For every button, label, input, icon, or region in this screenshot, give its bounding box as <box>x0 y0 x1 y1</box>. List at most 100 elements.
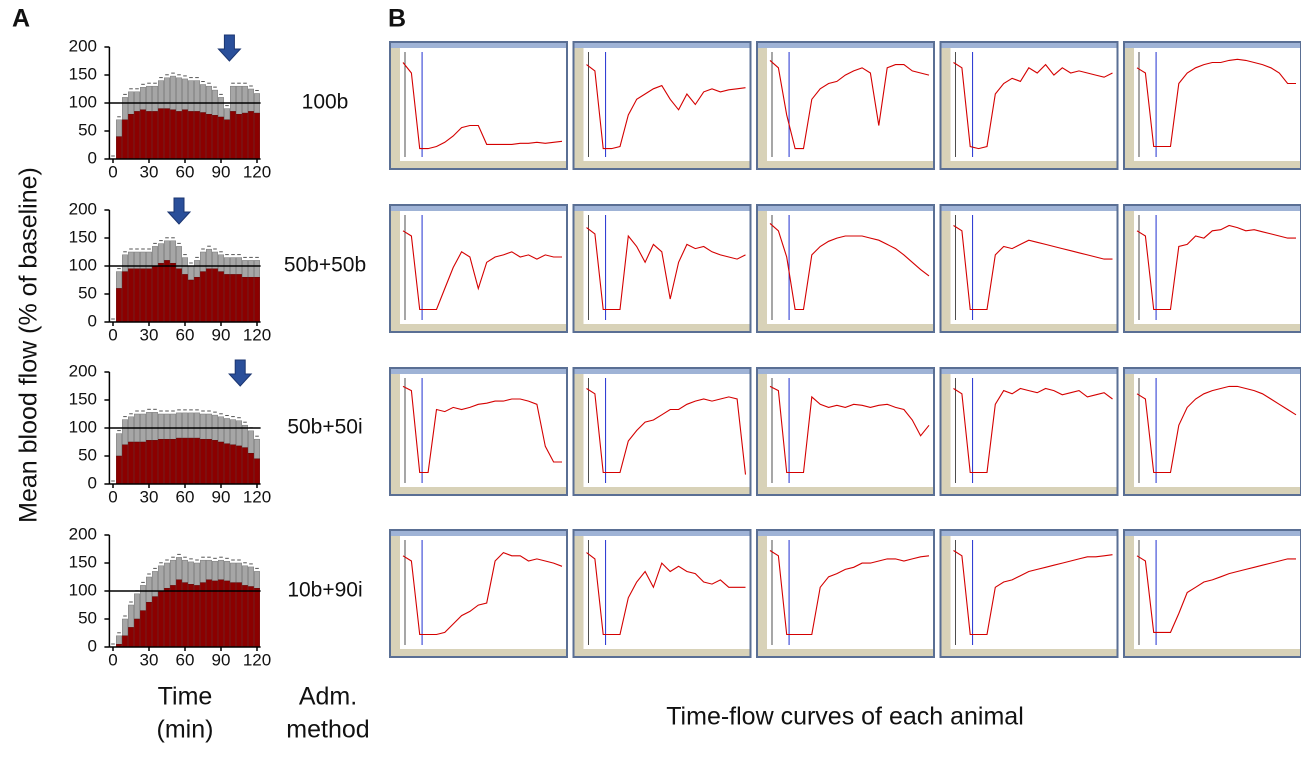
bar <box>212 268 218 323</box>
x-tick-label: 60 <box>176 162 195 181</box>
trace-title: Time-flow curves of each animal <box>666 703 1024 731</box>
error-bar <box>128 416 134 443</box>
thumbnail-header <box>391 206 566 211</box>
trace <box>586 388 747 475</box>
thumbnail-header <box>1125 43 1300 48</box>
bar <box>158 439 164 485</box>
bar <box>176 437 182 485</box>
error-bar <box>236 85 242 115</box>
error-bar <box>116 635 122 645</box>
trace <box>1136 58 1296 148</box>
arrow <box>228 359 253 387</box>
trace <box>402 385 562 474</box>
thumbnail-strip <box>574 48 584 161</box>
y-tick-label: 200 <box>69 199 97 218</box>
y-tick-label: 0 <box>88 636 97 655</box>
thumbnail-header <box>758 531 933 536</box>
bar <box>254 112 260 160</box>
bar <box>236 113 242 160</box>
trace <box>1136 555 1296 633</box>
thumbnail-footer <box>1125 649 1300 656</box>
bar <box>158 108 164 160</box>
error-bar <box>206 413 212 440</box>
error-bar <box>182 412 188 439</box>
error-bar <box>242 85 248 114</box>
bar <box>128 113 134 160</box>
thumbnail-footer <box>391 487 566 494</box>
thumbnail-strip <box>1125 374 1134 487</box>
thumbnail-frame <box>756 41 935 170</box>
thumbnail-strip <box>574 211 584 324</box>
bar <box>134 268 140 323</box>
bar <box>242 112 248 160</box>
thumbnail-header <box>391 43 566 48</box>
bar <box>170 439 176 485</box>
x-tick-label: 30 <box>140 650 159 669</box>
error-bar <box>194 412 200 439</box>
method-label: 100b <box>302 91 349 114</box>
thumbnail-header <box>574 206 750 211</box>
error-bar <box>206 559 212 581</box>
bar <box>182 274 188 323</box>
thumbnail-header <box>941 206 1117 211</box>
trace <box>953 387 1113 474</box>
thumbnail-strip <box>941 536 951 649</box>
thumbnail-frame <box>939 529 1119 658</box>
x-tick-label: 0 <box>108 650 117 669</box>
bar <box>164 260 170 323</box>
error-bar <box>242 260 248 278</box>
error-bar <box>146 85 152 112</box>
bar <box>116 288 122 323</box>
thumbnail-strip <box>1125 211 1134 324</box>
thumbnail-strip <box>758 48 767 161</box>
bar <box>206 439 212 485</box>
bar <box>218 116 224 160</box>
x-tick-label: 0 <box>108 162 117 181</box>
x-tick-label: 90 <box>212 162 231 181</box>
error-bar <box>236 420 242 447</box>
y-tick-label: 0 <box>88 311 97 330</box>
bar <box>218 441 224 485</box>
error-bar <box>182 78 188 110</box>
error-bar <box>224 108 230 121</box>
error-bar <box>188 265 194 281</box>
error-bar <box>176 77 182 112</box>
thumbnail-frame <box>572 204 752 333</box>
error-bar <box>164 562 170 589</box>
method-label: 50b+50i <box>287 416 362 439</box>
thumbnail-frame <box>1123 41 1301 170</box>
thumbnail-frame <box>939 367 1119 496</box>
bar <box>242 277 248 323</box>
error-bar <box>146 576 152 603</box>
bar <box>182 109 188 160</box>
error-bar <box>224 418 230 444</box>
trace <box>586 227 746 311</box>
error-bar <box>152 246 158 267</box>
bar <box>248 277 254 323</box>
error-bar <box>182 559 188 583</box>
thumbnail-footer <box>574 161 750 168</box>
error-bar <box>134 593 140 620</box>
error-bar <box>152 85 158 112</box>
x-tick-label: 120 <box>243 650 271 669</box>
bar <box>212 115 218 160</box>
bar <box>254 277 260 323</box>
error-bar <box>206 85 212 115</box>
error-bar <box>116 271 122 289</box>
bar <box>134 618 140 648</box>
error-bar <box>242 565 248 586</box>
error-bar <box>128 604 134 628</box>
bar <box>152 440 158 485</box>
bar <box>194 437 200 485</box>
error-bar <box>158 413 164 440</box>
y-tick-label: 200 <box>69 524 97 543</box>
thumbnail-strip <box>391 211 400 324</box>
error-bar <box>176 412 182 439</box>
error-bar <box>254 438 260 460</box>
bar <box>230 582 236 648</box>
bar <box>122 119 128 160</box>
bar <box>122 444 128 485</box>
bar <box>218 271 224 323</box>
error-bar <box>230 85 236 112</box>
thumbnail-frame <box>756 204 935 333</box>
